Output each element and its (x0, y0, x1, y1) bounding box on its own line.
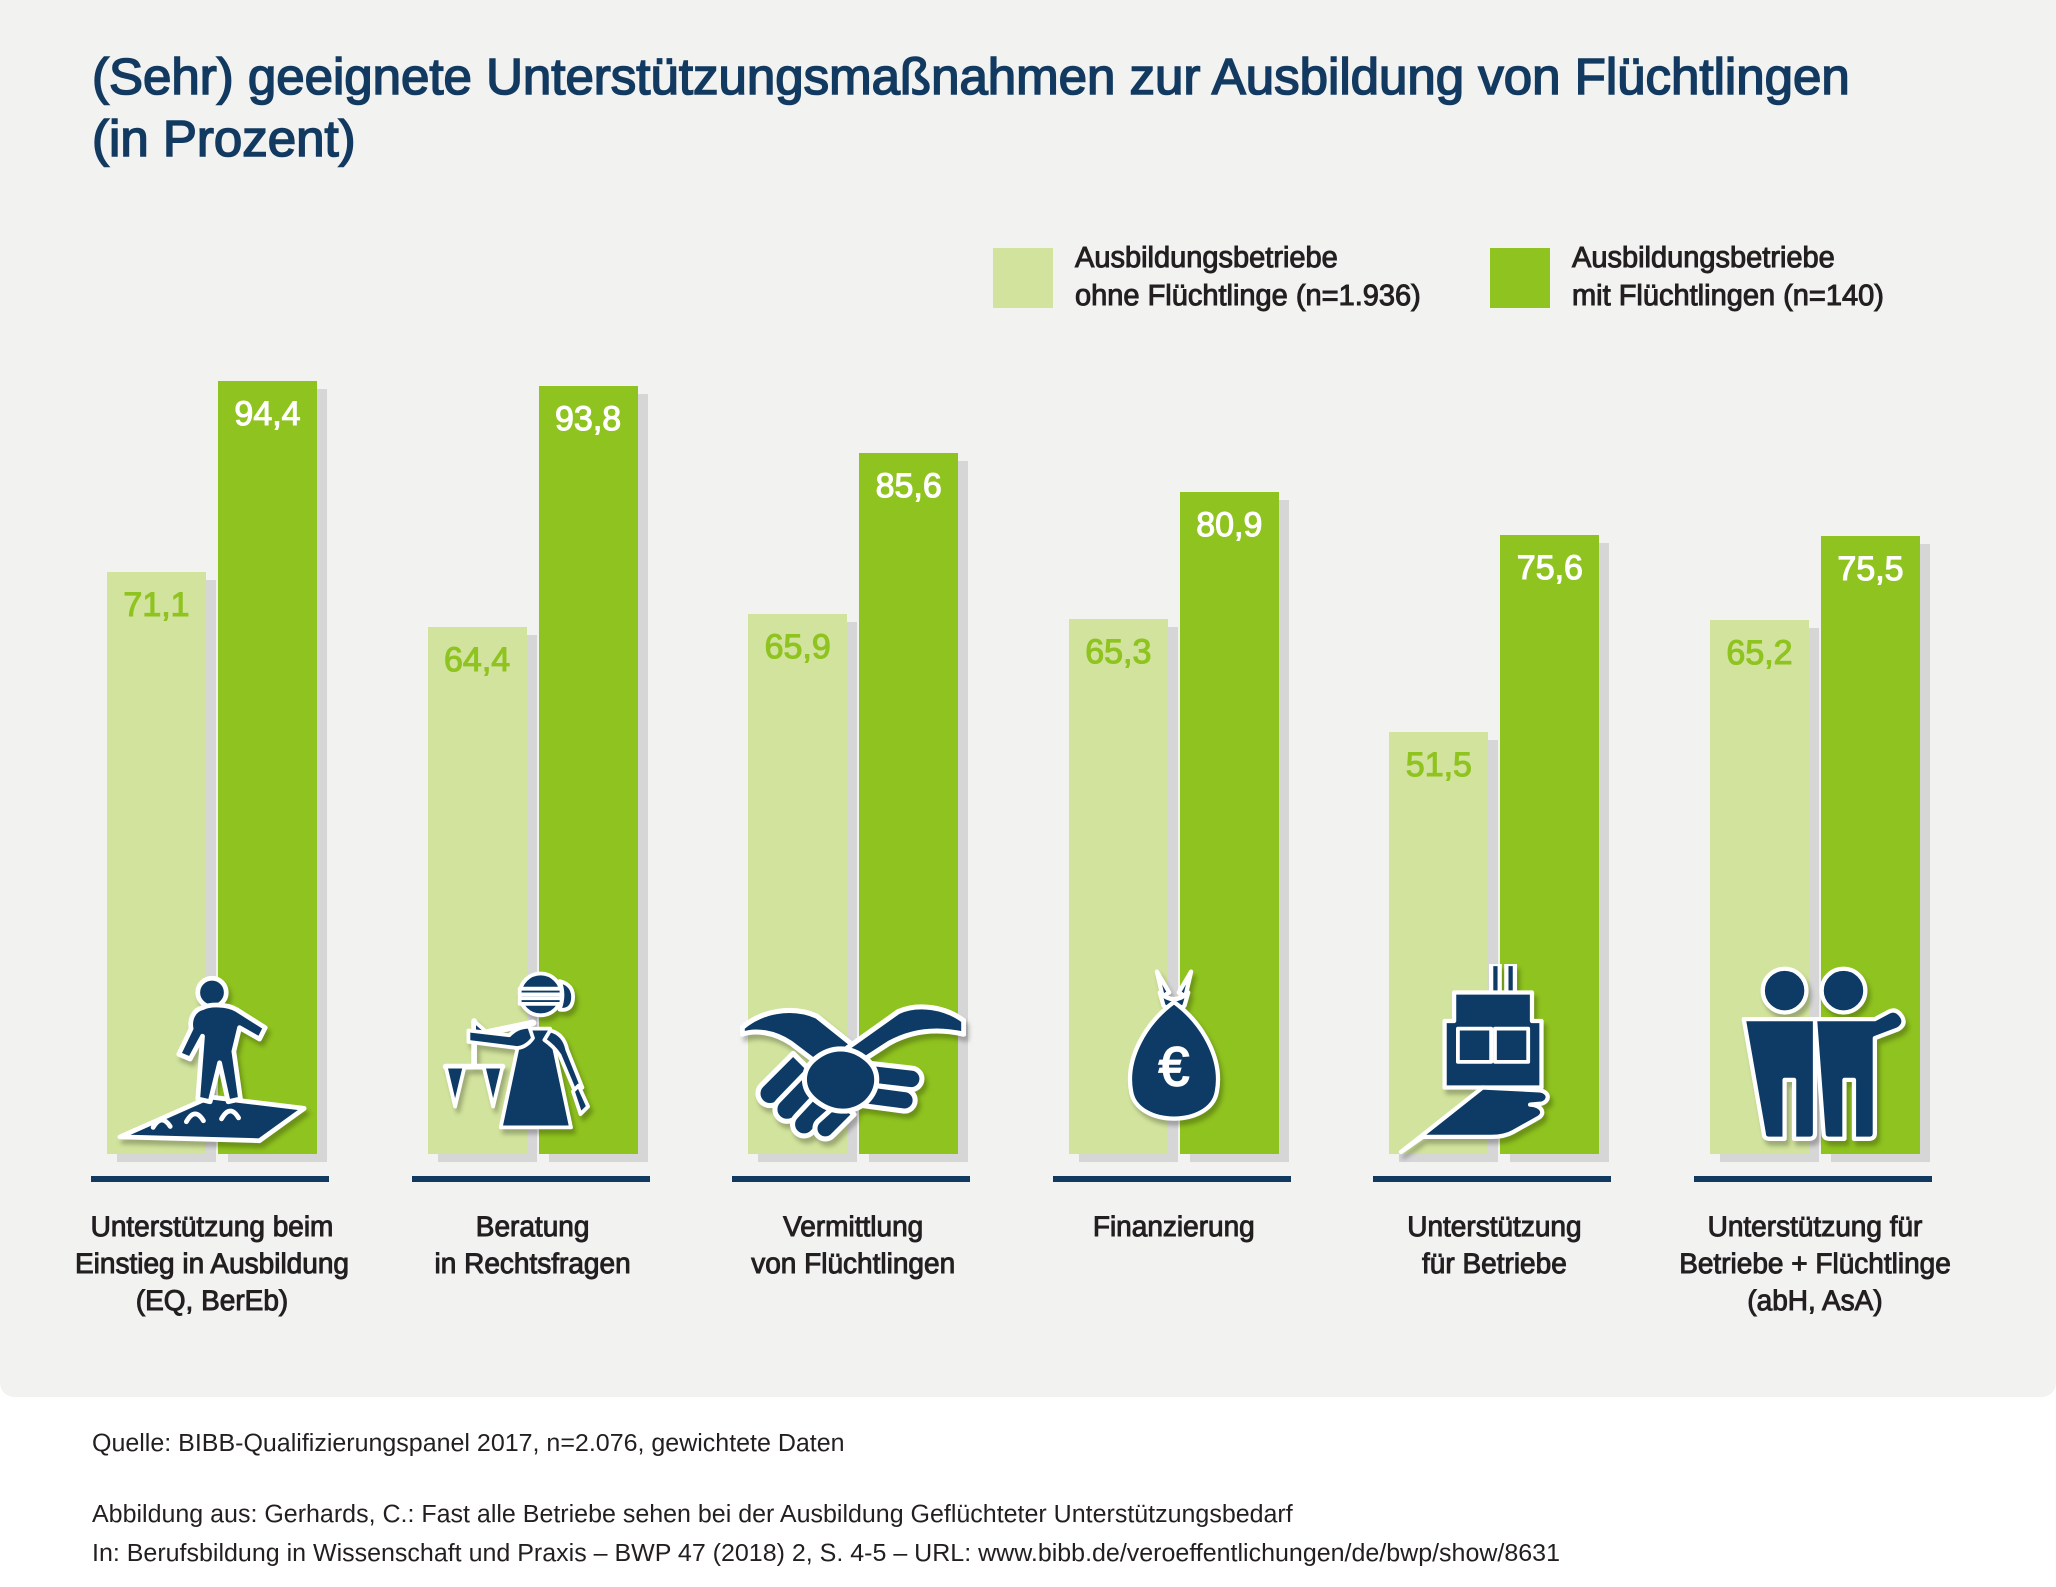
svg-text:€: € (1157, 1036, 1189, 1098)
